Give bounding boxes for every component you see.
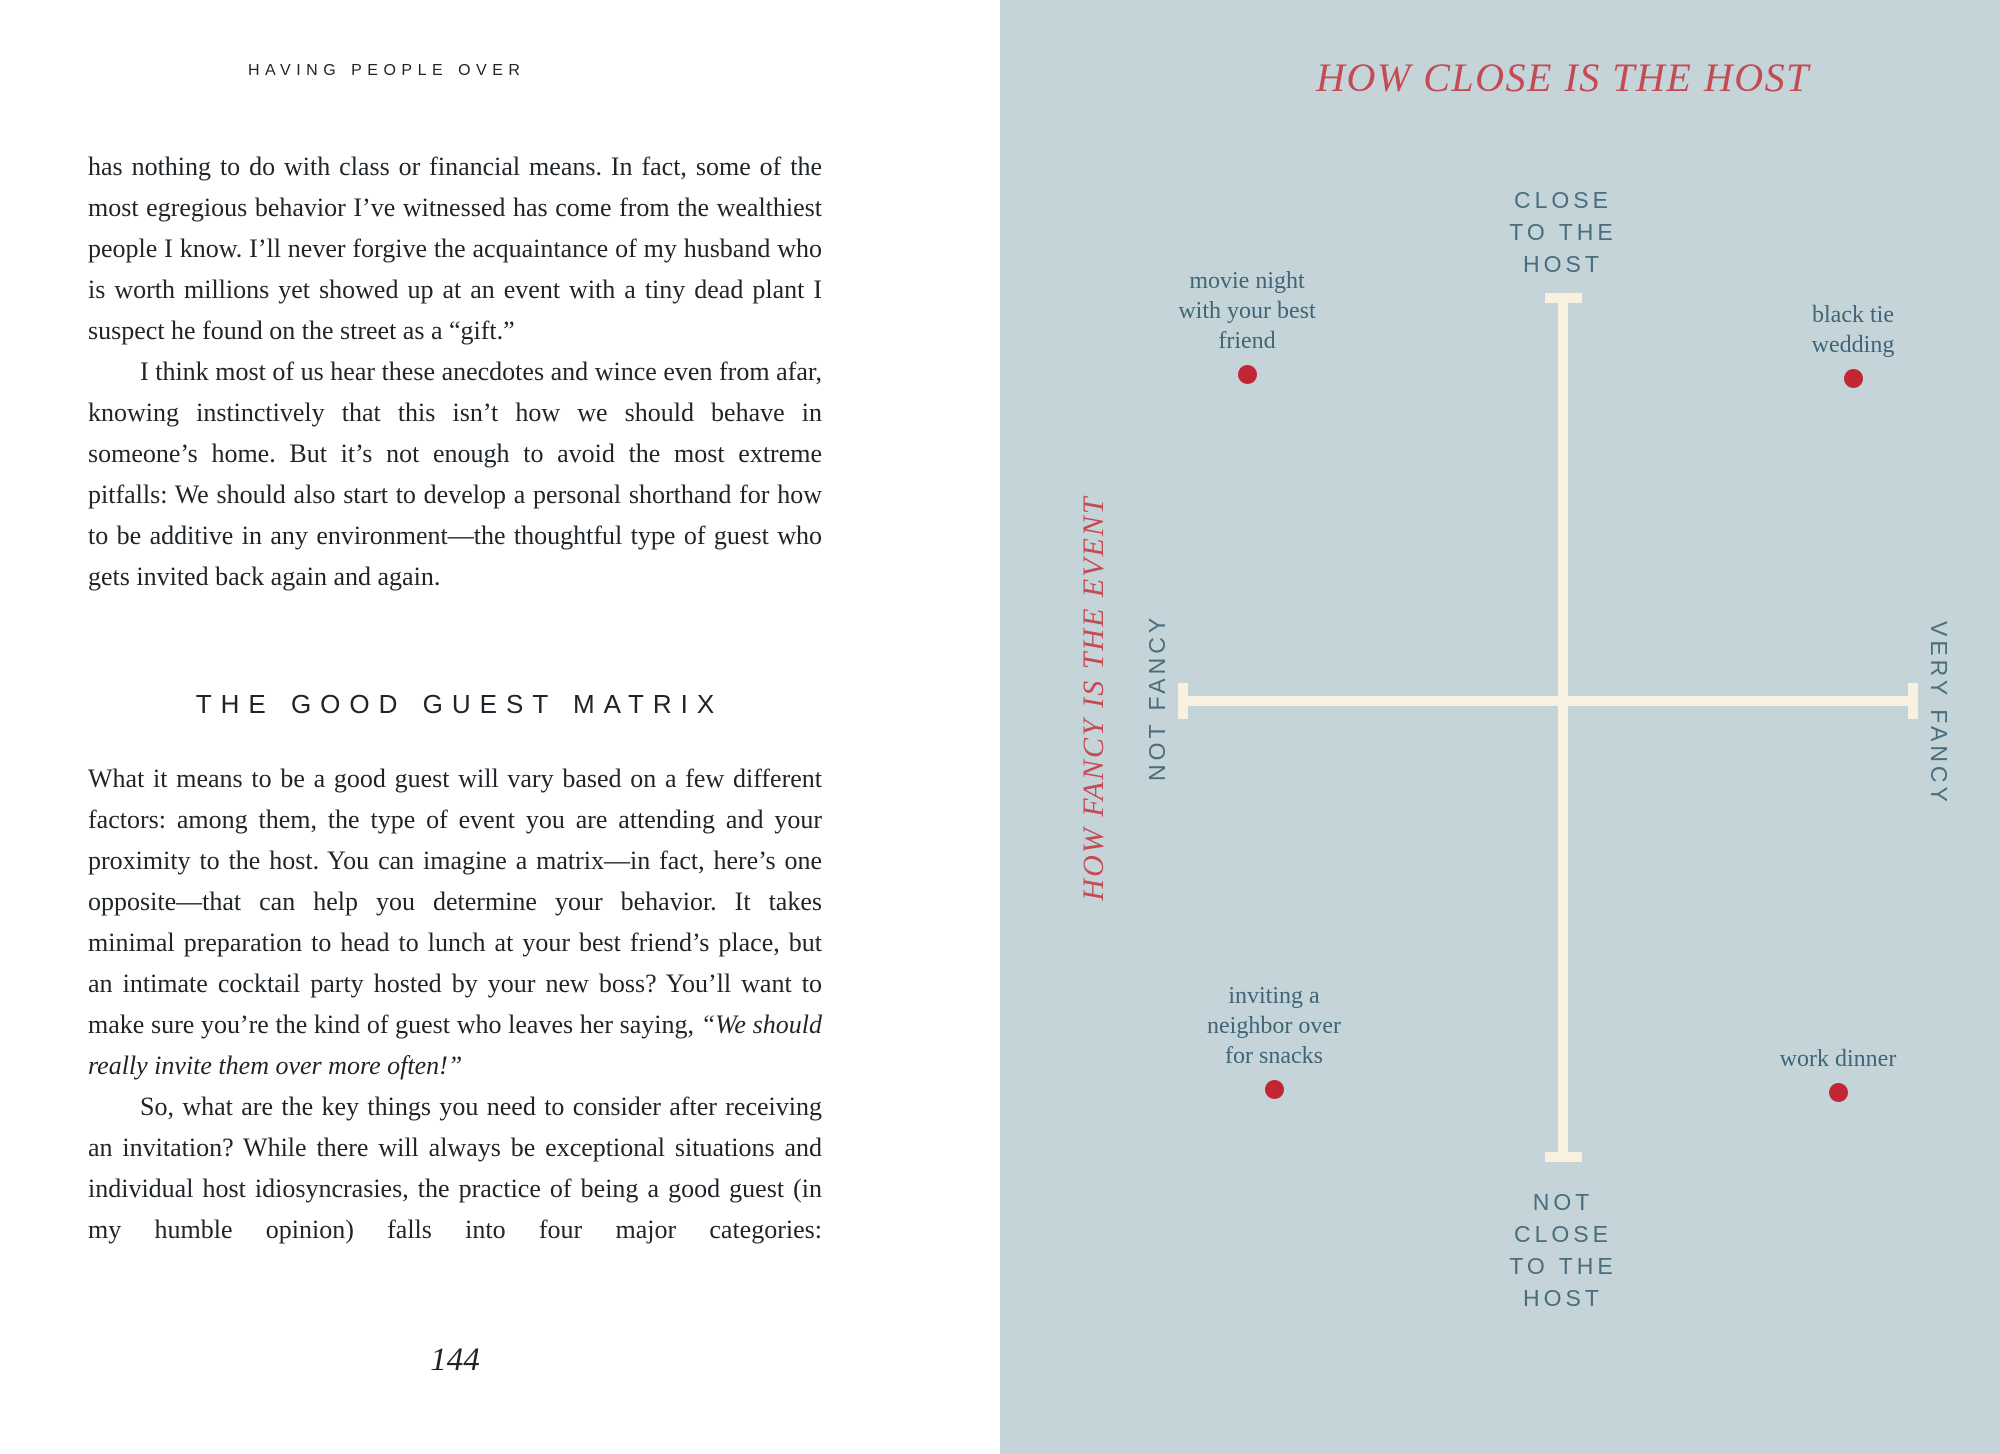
data-point-label: movie night with your best friend (1178, 268, 1316, 354)
data-point-label: black tie wedding (1811, 302, 1895, 358)
x-axis-max-label: VERY FANCY (1926, 621, 1952, 806)
section-heading: THE GOOD GUEST MATRIX (195, 689, 724, 719)
data-point-label: work dinner (1779, 1046, 1897, 1072)
paragraph-3: What it means to be a good guest will va… (88, 758, 822, 1086)
data-point-neighbor-snacks: inviting a neighbor over for snacks (1154, 981, 1394, 1099)
horizontal-axis-line (1182, 696, 1918, 706)
page-number: 144 (430, 1342, 480, 1378)
data-point-dot (1264, 1080, 1284, 1099)
paragraph-1: has nothing to do with class or financia… (88, 152, 822, 345)
data-point-dot (1843, 369, 1863, 388)
vertical-axis-line (1558, 296, 1568, 1158)
data-point-dot (1237, 365, 1257, 384)
y-axis-max-label: CLOSE TO THE HOST (1509, 187, 1617, 277)
vertical-axis-bottom-cap (1545, 1152, 1582, 1162)
paragraph-2: I think most of us hear these anecdotes … (88, 357, 822, 591)
data-point-work-dinner: work dinner (1718, 1044, 1958, 1102)
running-header: HAVING PEOPLE OVER (248, 62, 526, 79)
x-axis-title: HOW FANCY IS THE EVENT (1077, 495, 1110, 901)
italic-quote: “We should really invite them over more … (88, 1010, 822, 1080)
chart-title: HOW CLOSE IS THE HOST (1316, 55, 1810, 100)
data-point-movie-night: movie night with your best friend (1127, 266, 1367, 384)
horizontal-axis-right-cap (1908, 683, 1918, 719)
matrix-chart-page: HOW CLOSE IS THE HOST CLOSE TO THE HOST … (1000, 0, 2000, 1454)
x-axis-min-label: NOT FANCY (1144, 613, 1170, 781)
body-text-column: has nothing to do with class or financia… (88, 146, 822, 1250)
paragraph-3-text: What it means to be a good guest will va… (88, 764, 822, 1039)
paragraph-4: So, what are the key things you need to … (88, 1092, 822, 1244)
vertical-axis-top-cap (1545, 293, 1582, 303)
horizontal-axis-left-cap (1178, 683, 1188, 719)
left-page: HAVING PEOPLE OVER has nothing to do wit… (88, 62, 822, 1378)
data-point-black-tie-wedding: black tie wedding (1733, 300, 1973, 388)
y-axis-min-label: NOT CLOSE TO THE HOST (1509, 1189, 1617, 1311)
data-point-label: inviting a neighbor over for snacks (1207, 983, 1341, 1069)
data-point-dot (1828, 1083, 1848, 1102)
